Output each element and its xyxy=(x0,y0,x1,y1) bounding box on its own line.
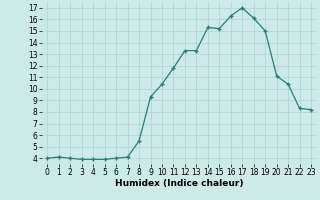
X-axis label: Humidex (Indice chaleur): Humidex (Indice chaleur) xyxy=(115,179,244,188)
